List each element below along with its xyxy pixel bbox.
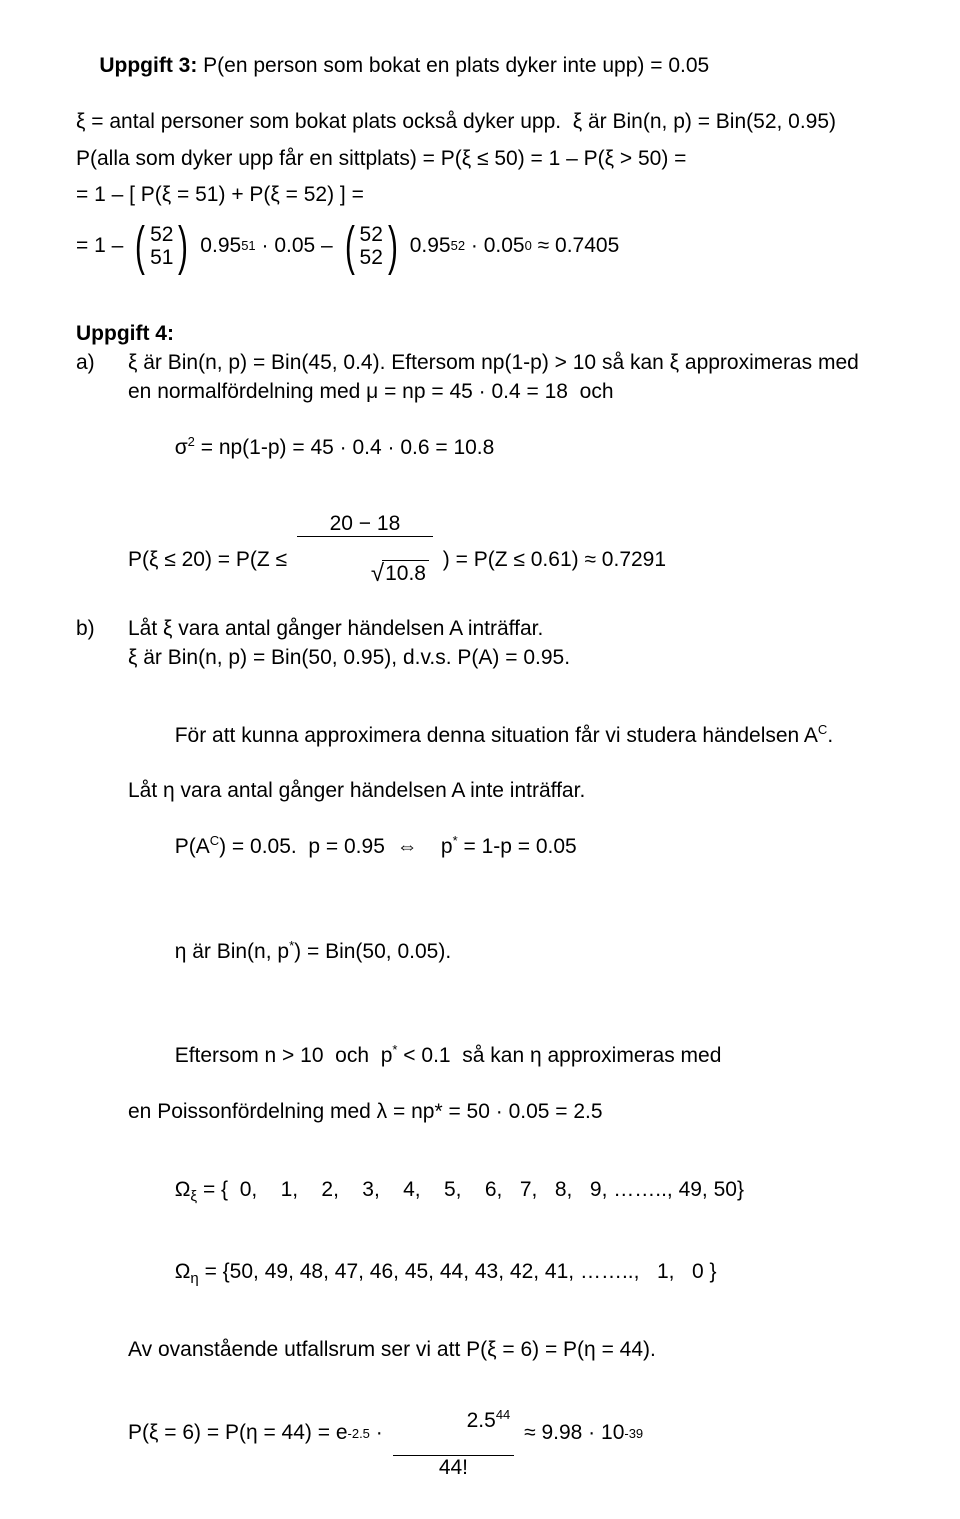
u4-title: Uppgift 4: [76, 321, 960, 348]
u4-f-frac: 2.544 44! [393, 1388, 515, 1479]
u4-p-pre: P(ξ ≤ 20) = P(Z ≤ [128, 547, 293, 574]
u4-b3-a: För att kunna approximera denna situatio… [175, 724, 818, 747]
uppgift-4: Uppgift 4: a) ξ är Bin(n, p) = Bin(45, 0… [76, 321, 960, 1479]
u4-o1-a: Ω [175, 1178, 191, 1201]
u4-b6-a: η är Bin(n, p [175, 940, 289, 963]
b2-bot: 52 [360, 246, 383, 269]
u3-mid2: 0.95 [404, 233, 451, 260]
u4-o2-a: Ω [175, 1260, 191, 1283]
u3-title: Uppgift 3: [99, 54, 197, 77]
u4-omega-eta: Ωη = {50, 49, 48, 47, 46, 45, 44, 43, 42… [128, 1233, 960, 1314]
u4-rad-body: 10.8 [382, 560, 429, 586]
u4-b1: Låt ξ vara antal gånger händelsen A intr… [128, 616, 960, 643]
u4-omega-xi: Ωξ = { 0, 1, 2, 3, 4, 5, 6, 7, 8, 9, …….… [128, 1150, 960, 1231]
u4-frac-num: 20 − 18 [326, 513, 405, 535]
u4-a-prob: P(ξ ≤ 20) = P(Z ≤ 20 − 18 √ 10.8 ) = P(Z… [128, 513, 960, 608]
u4-f-den: 44! [435, 1457, 472, 1479]
u4-b3: För att kunna approximera denna situatio… [128, 696, 960, 777]
lparen-icon: ( [135, 219, 145, 273]
u4-f-num: 2.544 [393, 1388, 515, 1454]
u4-b4: Låt η vara antal gånger händelsen A inte… [128, 778, 960, 805]
u4-f-post-a: ≈ 9.98 · 10 [518, 1420, 624, 1447]
u4-final: P(ξ = 6) = P(η = 44) = e-2.5 · 2.544 44!… [128, 1388, 960, 1479]
u4-b9: Av ovanstående utfallsrum ser vi att P(ξ… [128, 1337, 960, 1364]
u4-b7: Eftersom n > 10 och p* < 0.1 så kan η ap… [128, 1016, 960, 1097]
u4-o2-sub: η [190, 1271, 198, 1288]
sqrt: √ 10.8 [371, 560, 429, 586]
u3-mid2b: · 0.05 [465, 233, 525, 260]
u3-eq-row: = 1 – ( 52 51 ) 0.95 51 · 0.05 – ( 52 52 … [76, 219, 960, 273]
b1-top: 52 [150, 223, 173, 246]
u3-title-rest: P(en person som bokat en plats dyker int… [197, 54, 709, 77]
b1-bot: 51 [150, 246, 173, 269]
rparen-icon: ) [179, 219, 189, 273]
u4-b8: en Poissonfördelning med λ = np* = 50 · … [128, 1099, 960, 1126]
u4-b5: P(AC) = 0.05. p = 0.95 ⇔ p* = 1-p = 0.05 [128, 807, 960, 888]
u4-b5-b: ) = 0.05. p = 0.95 ⇔ p [219, 835, 452, 858]
u4-a-label: a) [76, 350, 128, 377]
fraction-bar [297, 536, 433, 537]
u4-b-label: b) [76, 616, 128, 643]
lparen-icon: ( [345, 219, 355, 273]
uppgift-3: Uppgift 3: P(en person som bokat en plat… [76, 26, 960, 273]
u3-tail: ≈ 0.7405 [532, 233, 619, 260]
u4-b6: η är Bin(n, p*) = Bin(50, 0.05). [128, 912, 960, 993]
u4-o2-b: = {50, 49, 48, 47, 46, 45, 44, 43, 42, 4… [199, 1260, 717, 1283]
u4-f-pre: P(ξ = 6) = P(η = 44) = e [128, 1420, 348, 1447]
u3-title-line: Uppgift 3: P(en person som bokat en plat… [76, 26, 960, 107]
binom-52-51: ( 52 51 ) [131, 219, 192, 273]
rparen-icon: ) [388, 219, 398, 273]
u4-b2: ξ är Bin(n, p) = Bin(50, 0.95), d.v.s. P… [128, 645, 960, 672]
u4-b7-b: < 0.1 så kan η approximeras med [397, 1044, 721, 1067]
u3-mid1b: · 0.05 – [256, 233, 339, 260]
u3-l2: ξ = antal personer som bokat plats också… [76, 109, 960, 136]
u4-b6-b: ) = Bin(50, 0.05). [294, 940, 451, 963]
u4-b7-a: Eftersom n > 10 och p [175, 1044, 393, 1067]
fraction-bar [393, 1455, 515, 1456]
u4-a1: ξ är Bin(n, p) = Bin(45, 0.4). Eftersom … [128, 350, 960, 377]
u4-f-mid: · [370, 1420, 389, 1447]
u4-o1-sub: ξ [190, 1188, 197, 1205]
u4-frac-den: √ 10.8 [297, 538, 433, 608]
u4-frac: 20 − 18 √ 10.8 [297, 513, 433, 608]
b2-top: 52 [360, 223, 383, 246]
u4-b5-a: P(A [175, 835, 210, 858]
u4-b3-sup: C [818, 722, 827, 737]
binom-52-52: ( 52 52 ) [341, 219, 402, 273]
u3-l4: = 1 – [ P(ξ = 51) + P(ξ = 52) ] = [76, 182, 960, 209]
u4-a3-rest: = np(1-p) = 45 · 0.4 · 0.6 = 10.8 [195, 436, 494, 459]
u3-l3: P(alla som dyker upp får en sittplats) =… [76, 146, 960, 173]
u4-b3-b: . [827, 724, 833, 747]
u3-eq-pre: = 1 – [76, 233, 129, 260]
u4-a: a) ξ är Bin(n, p) = Bin(45, 0.4). Efters… [76, 350, 960, 608]
u4-a3-pre: σ [175, 436, 188, 459]
u3-mid1: 0.95 [194, 233, 241, 260]
u4-f-num-sup: 44 [496, 1407, 510, 1422]
u4-b5-c: = 1-p = 0.05 [458, 835, 577, 858]
u4-f-num-a: 2.5 [467, 1409, 496, 1432]
u4-b: b) Låt ξ vara antal gånger händelsen A i… [76, 616, 960, 1479]
u4-b5-sup: C [210, 833, 219, 848]
u4-a2: en normalfördelning med μ = np = 45 · 0.… [128, 379, 960, 406]
u4-a3: σ2 = np(1-p) = 45 · 0.4 · 0.6 = 10.8 [128, 408, 960, 489]
u4-o1-b: = { 0, 1, 2, 3, 4, 5, 6, 7, 8, 9, …….., … [197, 1178, 744, 1201]
u4-a3-sup: 2 [188, 434, 195, 449]
u4-p-post: ) = P(Z ≤ 0.61) ≈ 0.7291 [437, 547, 666, 574]
